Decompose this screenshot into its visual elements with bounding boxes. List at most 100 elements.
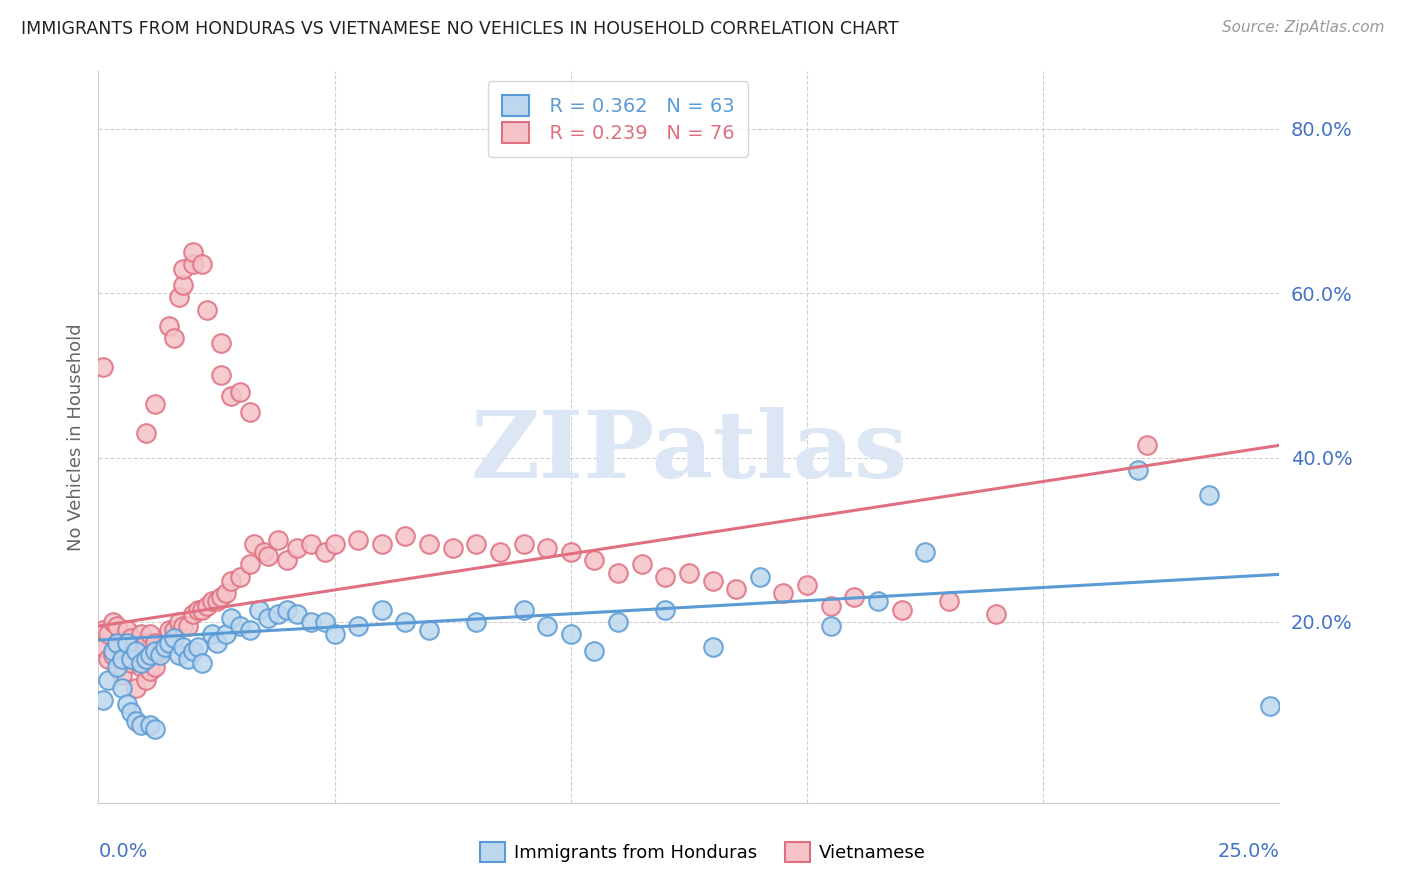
Point: [285, 607, 308, 621]
Point: [654, 570, 676, 584]
Point: [583, 644, 606, 658]
Point: [157, 624, 180, 638]
Point: [441, 541, 464, 555]
Point: [91, 624, 114, 638]
Point: [143, 397, 166, 411]
Point: [101, 644, 124, 658]
Point: [418, 537, 440, 551]
Point: [371, 537, 394, 551]
Point: [167, 290, 190, 304]
Point: [219, 574, 242, 588]
Point: [1198, 487, 1220, 501]
Point: [111, 635, 134, 649]
Point: [1126, 463, 1149, 477]
Point: [149, 648, 172, 662]
Point: [181, 258, 204, 272]
Point: [299, 615, 322, 629]
Point: [172, 261, 194, 276]
Point: [607, 615, 630, 629]
Text: 25.0%: 25.0%: [1218, 842, 1279, 861]
Point: [796, 578, 818, 592]
Point: [607, 566, 630, 580]
Point: [143, 722, 166, 736]
Point: [177, 619, 200, 633]
Point: [101, 615, 124, 629]
Point: [201, 594, 224, 608]
Point: [285, 541, 308, 555]
Point: [702, 574, 724, 588]
Point: [489, 545, 512, 559]
Point: [163, 624, 186, 638]
Point: [276, 602, 298, 616]
Point: [153, 640, 176, 654]
Point: [239, 624, 262, 638]
Point: [215, 627, 238, 641]
Point: [229, 619, 252, 633]
Point: [115, 624, 138, 638]
Point: [247, 602, 270, 616]
Point: [143, 644, 166, 658]
Text: IMMIGRANTS FROM HONDURAS VS VIETNAMESE NO VEHICLES IN HOUSEHOLD CORRELATION CHAR: IMMIGRANTS FROM HONDURAS VS VIETNAMESE N…: [21, 20, 898, 37]
Point: [257, 611, 280, 625]
Point: [172, 619, 194, 633]
Point: [125, 644, 148, 658]
Point: [938, 594, 960, 608]
Point: [105, 619, 128, 633]
Point: [139, 717, 162, 731]
Point: [105, 635, 128, 649]
Point: [129, 627, 152, 641]
Point: [914, 545, 936, 559]
Point: [725, 582, 748, 596]
Point: [219, 611, 242, 625]
Point: [91, 693, 114, 707]
Point: [984, 607, 1007, 621]
Legend:   R = 0.362   N = 63,   R = 0.239   N = 76: R = 0.362 N = 63, R = 0.239 N = 76: [488, 81, 748, 156]
Point: [536, 619, 558, 633]
Point: [121, 656, 143, 670]
Point: [209, 591, 232, 605]
Point: [139, 627, 162, 641]
Point: [195, 599, 218, 613]
Point: [820, 619, 842, 633]
Point: [253, 545, 276, 559]
Point: [181, 245, 204, 260]
Point: [143, 660, 166, 674]
Point: [465, 615, 488, 629]
Point: [135, 635, 157, 649]
Point: [678, 566, 700, 580]
Point: [323, 627, 346, 641]
Point: [512, 537, 534, 551]
Point: [167, 615, 190, 629]
Point: [243, 537, 266, 551]
Point: [149, 644, 172, 658]
Point: [257, 549, 280, 564]
Point: [371, 602, 394, 616]
Point: [115, 697, 138, 711]
Point: [195, 302, 218, 317]
Legend: Immigrants from Honduras, Vietnamese: Immigrants from Honduras, Vietnamese: [472, 835, 934, 870]
Point: [205, 635, 228, 649]
Text: ZIPatlas: ZIPatlas: [471, 407, 907, 497]
Point: [115, 648, 138, 662]
Point: [143, 635, 166, 649]
Point: [239, 558, 262, 572]
Point: [394, 529, 416, 543]
Point: [560, 627, 582, 641]
Point: [181, 607, 204, 621]
Point: [91, 640, 114, 654]
Point: [97, 652, 120, 666]
Point: [1258, 698, 1281, 713]
Point: [536, 541, 558, 555]
Point: [201, 627, 224, 641]
Point: [702, 640, 724, 654]
Point: [267, 533, 290, 547]
Point: [135, 652, 157, 666]
Point: [121, 706, 143, 720]
Point: [97, 673, 120, 687]
Point: [111, 681, 134, 695]
Point: [209, 335, 232, 350]
Point: [748, 570, 770, 584]
Point: [229, 570, 252, 584]
Point: [323, 537, 346, 551]
Point: [121, 632, 143, 646]
